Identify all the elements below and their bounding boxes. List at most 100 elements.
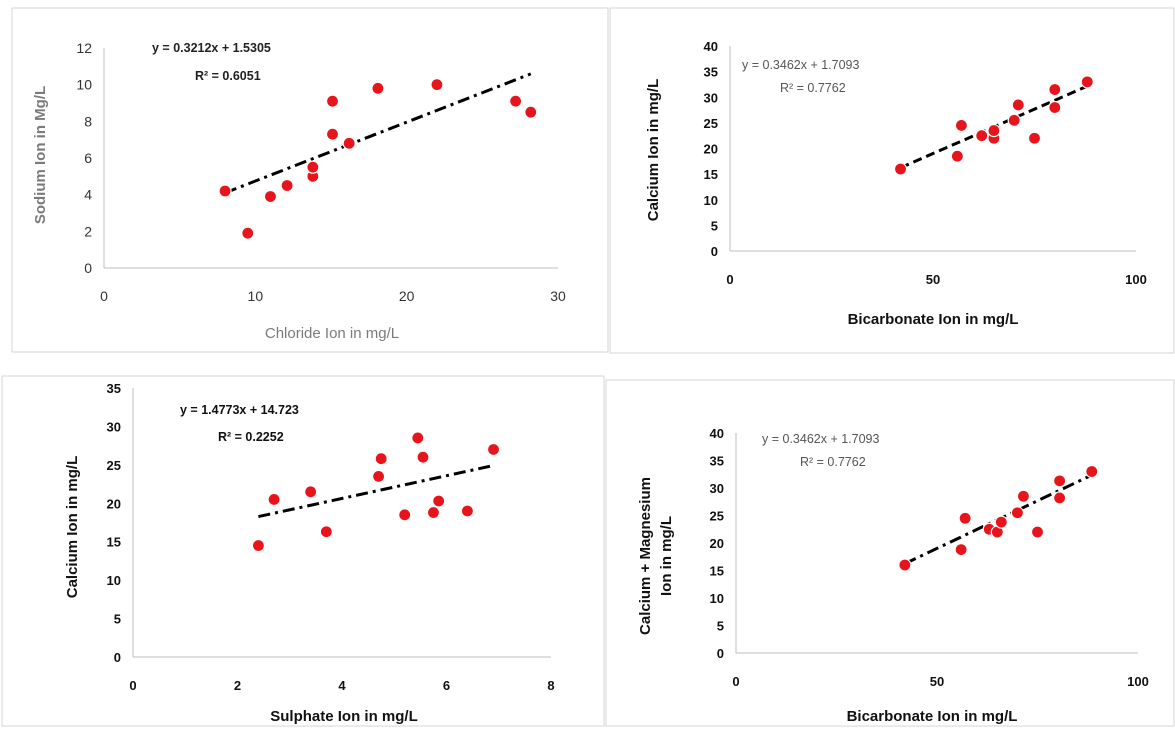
x-axis-title-2: Bicarbonate Ion in mg/L <box>848 311 1019 328</box>
data-point <box>306 160 320 174</box>
x-tick-label: 100 <box>1125 272 1147 287</box>
data-point <box>426 505 441 520</box>
data-point <box>325 94 340 108</box>
panel-2-border <box>609 7 1175 354</box>
trendline <box>224 72 532 195</box>
x-tick-label: 50 <box>930 674 944 689</box>
data-point <box>893 162 908 176</box>
data-point <box>1007 113 1021 127</box>
data-point <box>263 189 278 204</box>
r-squared-3: R² = 0.2252 <box>218 430 284 444</box>
y-tick-label: 10 <box>76 77 92 93</box>
plot-area-1: 0 10 20 30 0 2 4 6 8 10 12 <box>76 40 566 304</box>
data-point <box>509 94 523 108</box>
x-tick-label: 0 <box>129 678 136 693</box>
data-point <box>958 511 972 525</box>
y-tick-label: 25 <box>107 458 121 473</box>
y-tick-label: 25 <box>704 116 718 131</box>
r-squared-2: R² = 0.7762 <box>780 81 846 95</box>
data-point <box>304 485 318 499</box>
panel-4-border <box>605 379 1175 727</box>
data-point <box>411 431 425 445</box>
trend-equation-1: y = 0.3212x + 1.5305 <box>152 41 271 55</box>
r-squared-4: R² = 0.7762 <box>800 455 866 469</box>
x-axis-title-4: Bicarbonate Ion in mg/L <box>847 708 1018 725</box>
y-tick-label: 0 <box>114 650 121 665</box>
data-point <box>486 442 501 457</box>
y-tick-label: 35 <box>710 454 724 469</box>
y-tick-label: 20 <box>107 496 121 511</box>
data-point <box>1080 75 1094 89</box>
y-tick-label: 15 <box>107 535 121 550</box>
trend-equation-4: y = 0.3462x + 1.7093 <box>762 432 880 446</box>
data-point <box>430 78 444 92</box>
data-point <box>1016 489 1031 503</box>
x-axis-title-3: Sulphate Ion in mg/L <box>270 708 418 725</box>
x-tick-label: 20 <box>399 288 415 304</box>
data-point <box>954 118 969 133</box>
data-point <box>994 515 1008 529</box>
data-point <box>432 494 446 508</box>
y-tick-label: 25 <box>710 509 724 524</box>
data-point <box>950 149 964 163</box>
data-point <box>241 226 255 240</box>
y-tick-label: 15 <box>710 564 724 579</box>
data-point <box>1085 464 1099 479</box>
plot-area-2: 0 50 100 0 5 10 15 20 25 30 35 40 <box>704 39 1147 287</box>
data-point <box>371 469 386 483</box>
plot-area-3: 0 2 4 6 8 0 5 10 15 20 25 30 35 <box>107 381 555 693</box>
data-point <box>374 452 388 466</box>
y-tick-label: 0 <box>84 260 92 276</box>
x-tick-label: 10 <box>248 288 264 304</box>
data-point <box>1010 506 1025 520</box>
y-tick-label: 30 <box>710 481 724 496</box>
data-point <box>325 127 340 141</box>
data-point <box>251 538 265 553</box>
data-point <box>371 81 385 95</box>
x-tick-label: 2 <box>234 678 241 693</box>
y-tick-label: 20 <box>704 142 718 157</box>
data-point <box>460 504 474 518</box>
data-point <box>1053 474 1067 488</box>
data-point <box>398 508 412 522</box>
data-point <box>267 492 281 507</box>
y-tick-label: 35 <box>704 65 718 80</box>
data-point <box>1048 82 1062 97</box>
chart-panel-4: 0 50 100 0 5 10 15 20 25 30 35 40 y = 0.3462x + 1.7… <box>605 379 1175 727</box>
chart-panel-2: 0 50 100 0 5 10 15 20 25 30 35 40 y = 0.3462x + 1.7… <box>609 7 1175 354</box>
y-axis-title-4-line-1: Calcium + Magnesium <box>637 477 654 635</box>
y-tick-label: 40 <box>710 426 724 441</box>
panel-3-border <box>1 375 605 727</box>
y-tick-label: 12 <box>76 40 92 56</box>
x-tick-label: 0 <box>100 288 108 304</box>
data-point <box>524 105 538 119</box>
data-point <box>1053 491 1067 505</box>
x-tick-label: 0 <box>732 674 739 689</box>
x-tick-label: 4 <box>338 678 346 693</box>
data-point <box>1011 98 1025 112</box>
data-point <box>319 525 333 539</box>
y-tick-label: 0 <box>711 244 718 259</box>
data-point <box>1048 100 1062 115</box>
y-tick-label: 15 <box>704 167 718 182</box>
y-tick-label: 2 <box>84 223 92 239</box>
y-tick-label: 40 <box>704 39 718 54</box>
data-point <box>954 542 968 557</box>
x-tick-label: 30 <box>550 288 566 304</box>
data-point <box>987 123 1001 138</box>
data-point <box>1030 525 1045 539</box>
data-point <box>975 129 989 143</box>
data-point <box>218 184 232 198</box>
x-tick-label: 6 <box>443 678 450 693</box>
y-tick-label: 10 <box>704 193 718 208</box>
y-axis-title-2: Calcium Ion in mg/L <box>645 79 662 222</box>
y-axis-title-3: Calcium Ion in mg/L <box>64 456 81 599</box>
y-tick-label: 30 <box>704 90 718 105</box>
y-tick-label: 4 <box>84 187 92 203</box>
data-point <box>898 558 912 572</box>
r-squared-1: R² = 0.6051 <box>195 69 261 83</box>
trendline <box>258 464 494 519</box>
y-tick-label: 6 <box>84 150 92 166</box>
y-tick-label: 5 <box>711 218 718 233</box>
